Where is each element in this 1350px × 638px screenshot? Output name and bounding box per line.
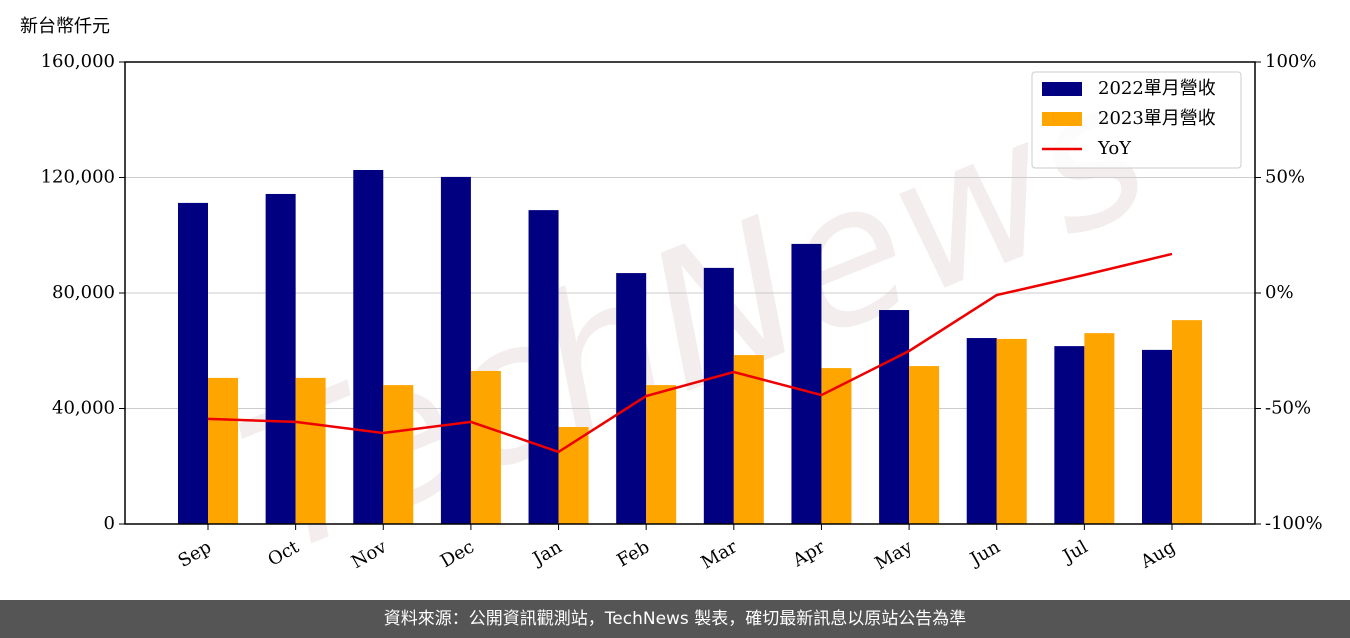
x-tick-label: Jan: [528, 536, 566, 570]
bar: [703, 267, 734, 524]
y2-tick-label: -100%: [1265, 513, 1323, 534]
x-tick-label: Feb: [614, 536, 654, 571]
bar: [996, 338, 1027, 524]
bar: [1142, 349, 1172, 524]
footer: 資料來源：公開資訊觀測站，TechNews 製表，確切最新訊息以原站公告為準: [0, 600, 1350, 638]
x-tick-label: Aug: [1136, 536, 1179, 573]
x-tick-label: May: [872, 536, 917, 574]
bar: [909, 366, 940, 524]
bar: [470, 370, 501, 524]
x-tick-label: Jul: [1058, 536, 1092, 568]
bar: [821, 368, 852, 524]
x-tick-label: Apr: [788, 536, 828, 571]
bar: [733, 355, 764, 524]
x-tick-label: Mar: [698, 536, 742, 573]
bar: [440, 176, 471, 525]
bar: [265, 193, 296, 525]
bar: [208, 377, 238, 524]
x-tick-label: Jun: [965, 536, 1004, 571]
bar: [966, 338, 997, 524]
y2-tick-label: -50%: [1265, 398, 1311, 419]
legend-box: [1031, 71, 1242, 169]
legend-label: 2022單月營收: [1098, 78, 1216, 99]
legend-swatch: [1042, 82, 1082, 96]
y-tick-label: 160,000: [41, 51, 115, 72]
y-tick-label: 80,000: [52, 282, 115, 303]
x-tick-label: Sep: [175, 536, 215, 571]
bar: [383, 385, 414, 524]
legend-label: 2023單月營收: [1098, 108, 1216, 129]
bar: [353, 169, 384, 524]
chart: 新台幣仟元 TechNews 040,00080,000120,000160,0…: [20, 16, 1323, 598]
y-tick-label: 40,000: [52, 398, 115, 419]
y-tick-label: 120,000: [41, 167, 115, 188]
bar: [1172, 320, 1202, 524]
bar: [646, 385, 677, 524]
bar: [295, 377, 326, 524]
bar: [528, 210, 559, 524]
plot-frame: [124, 61, 1256, 525]
y2-tick-label: 50%: [1265, 167, 1305, 188]
bar: [178, 202, 208, 524]
y2-tick-label: 0%: [1265, 282, 1294, 303]
bar: [791, 243, 822, 524]
bar: [879, 310, 910, 524]
legend-label: YoY: [1097, 138, 1132, 159]
y-tick-label: 0: [104, 513, 115, 534]
y-axis-label: 新台幣仟元: [20, 16, 110, 37]
x-tick-label: Dec: [437, 536, 478, 572]
bar: [1084, 333, 1115, 524]
bar: [1054, 346, 1085, 524]
line: [207, 252, 1173, 454]
legend-swatch: [1042, 112, 1082, 126]
y2-tick-label: 100%: [1265, 51, 1316, 72]
